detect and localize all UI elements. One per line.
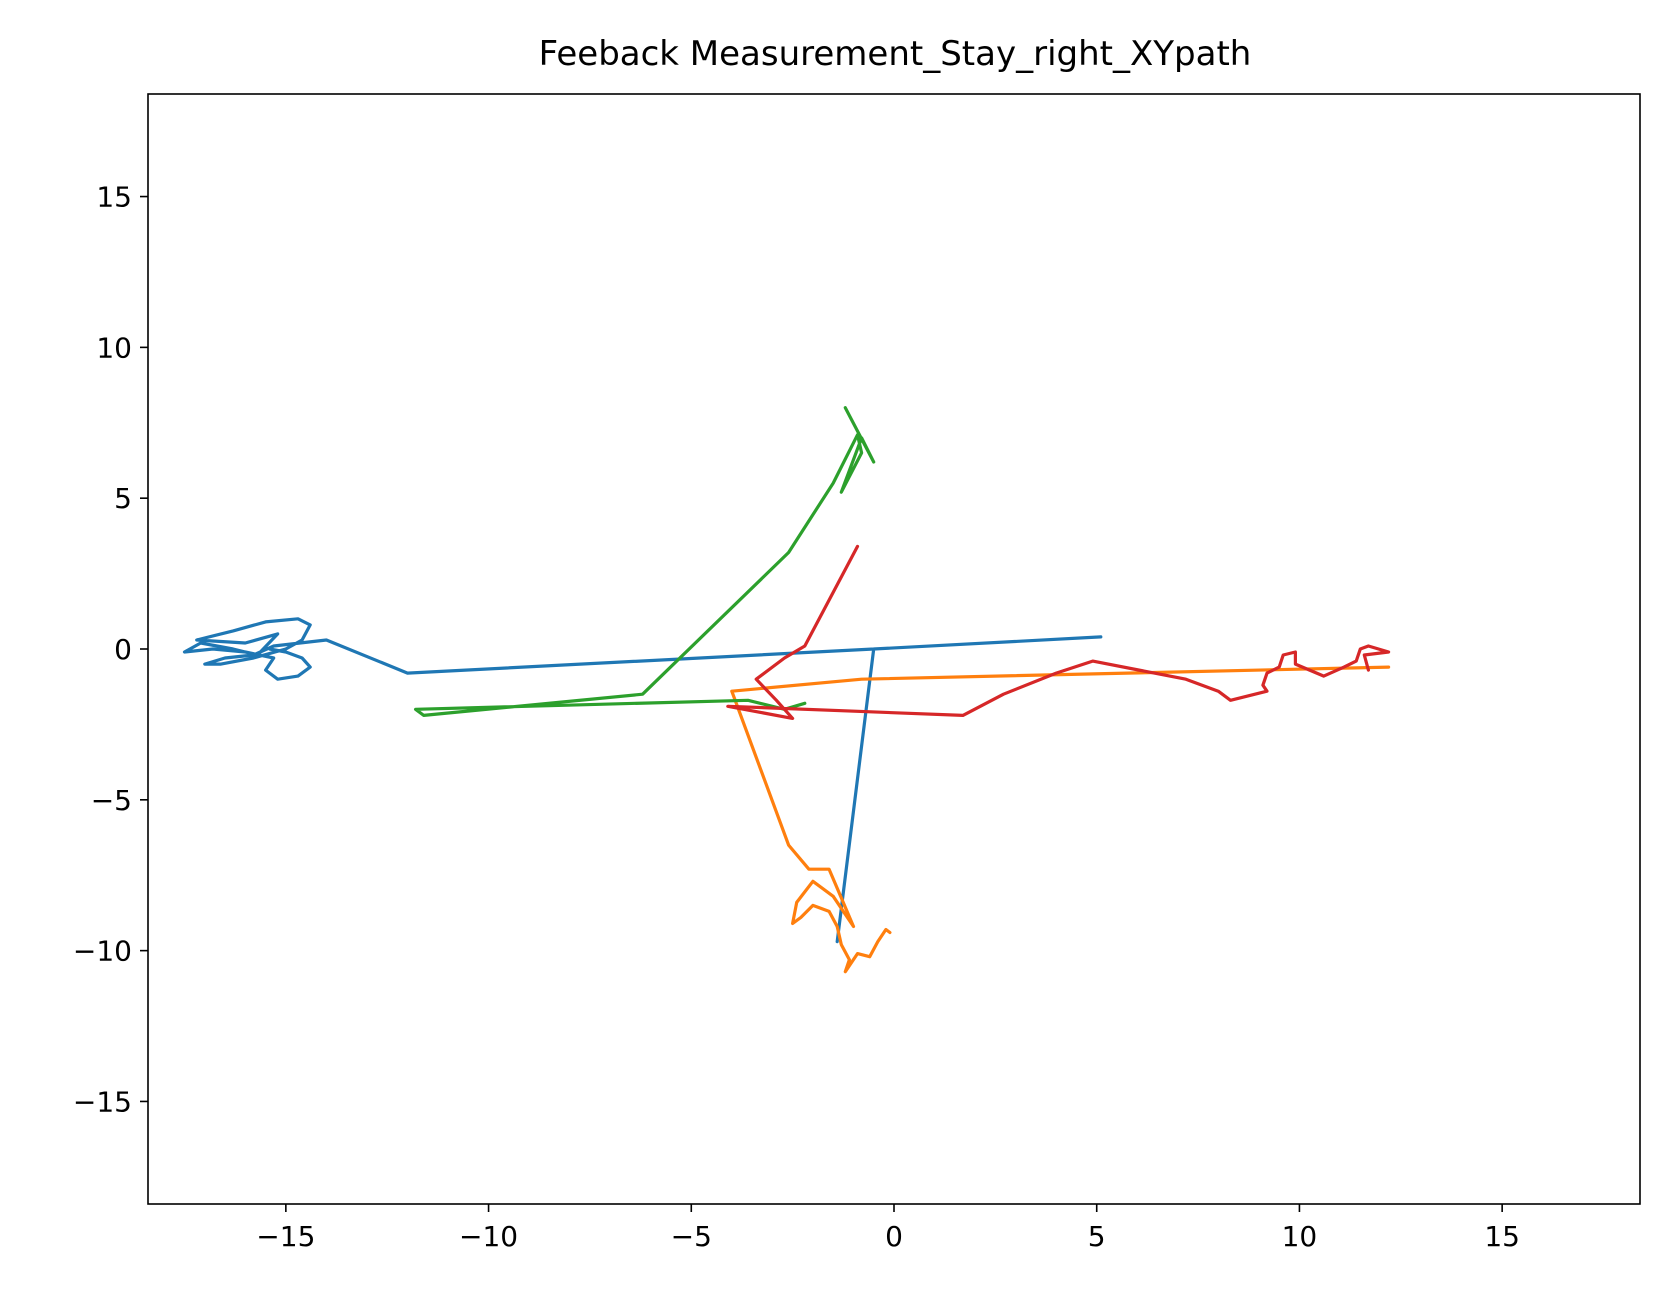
x-tick-label: 0 [885,1220,903,1253]
x-tick-label: −10 [459,1220,518,1253]
x-tick-label: 5 [1088,1220,1106,1253]
series-line-3 [414,406,876,718]
y-tick-label: 15 [96,181,132,214]
chart-title: Feeback Measurement_Stay_right_XYpath [539,34,1252,74]
series-line-1 [182,617,1103,944]
y-tick-label: −5 [91,784,132,817]
x-tick-label: −5 [671,1220,712,1253]
x-tick-label: −15 [256,1220,315,1253]
y-tick-label: 0 [114,633,132,666]
x-axis-ticks: −15 −10 −5 0 5 10 15 [256,1204,1520,1253]
y-tick-label: −10 [73,935,132,968]
series-line-2 [730,665,1391,974]
y-tick-label: 10 [96,331,132,364]
y-tick-label: 5 [114,482,132,515]
y-tick-label: −15 [73,1085,132,1118]
series-line-4 [726,544,1391,721]
plot-lines [182,406,1391,974]
x-tick-label: 10 [1282,1220,1318,1253]
y-axis-ticks: −15 −10 −5 0 5 10 15 [73,181,148,1118]
x-tick-label: 15 [1484,1220,1520,1253]
